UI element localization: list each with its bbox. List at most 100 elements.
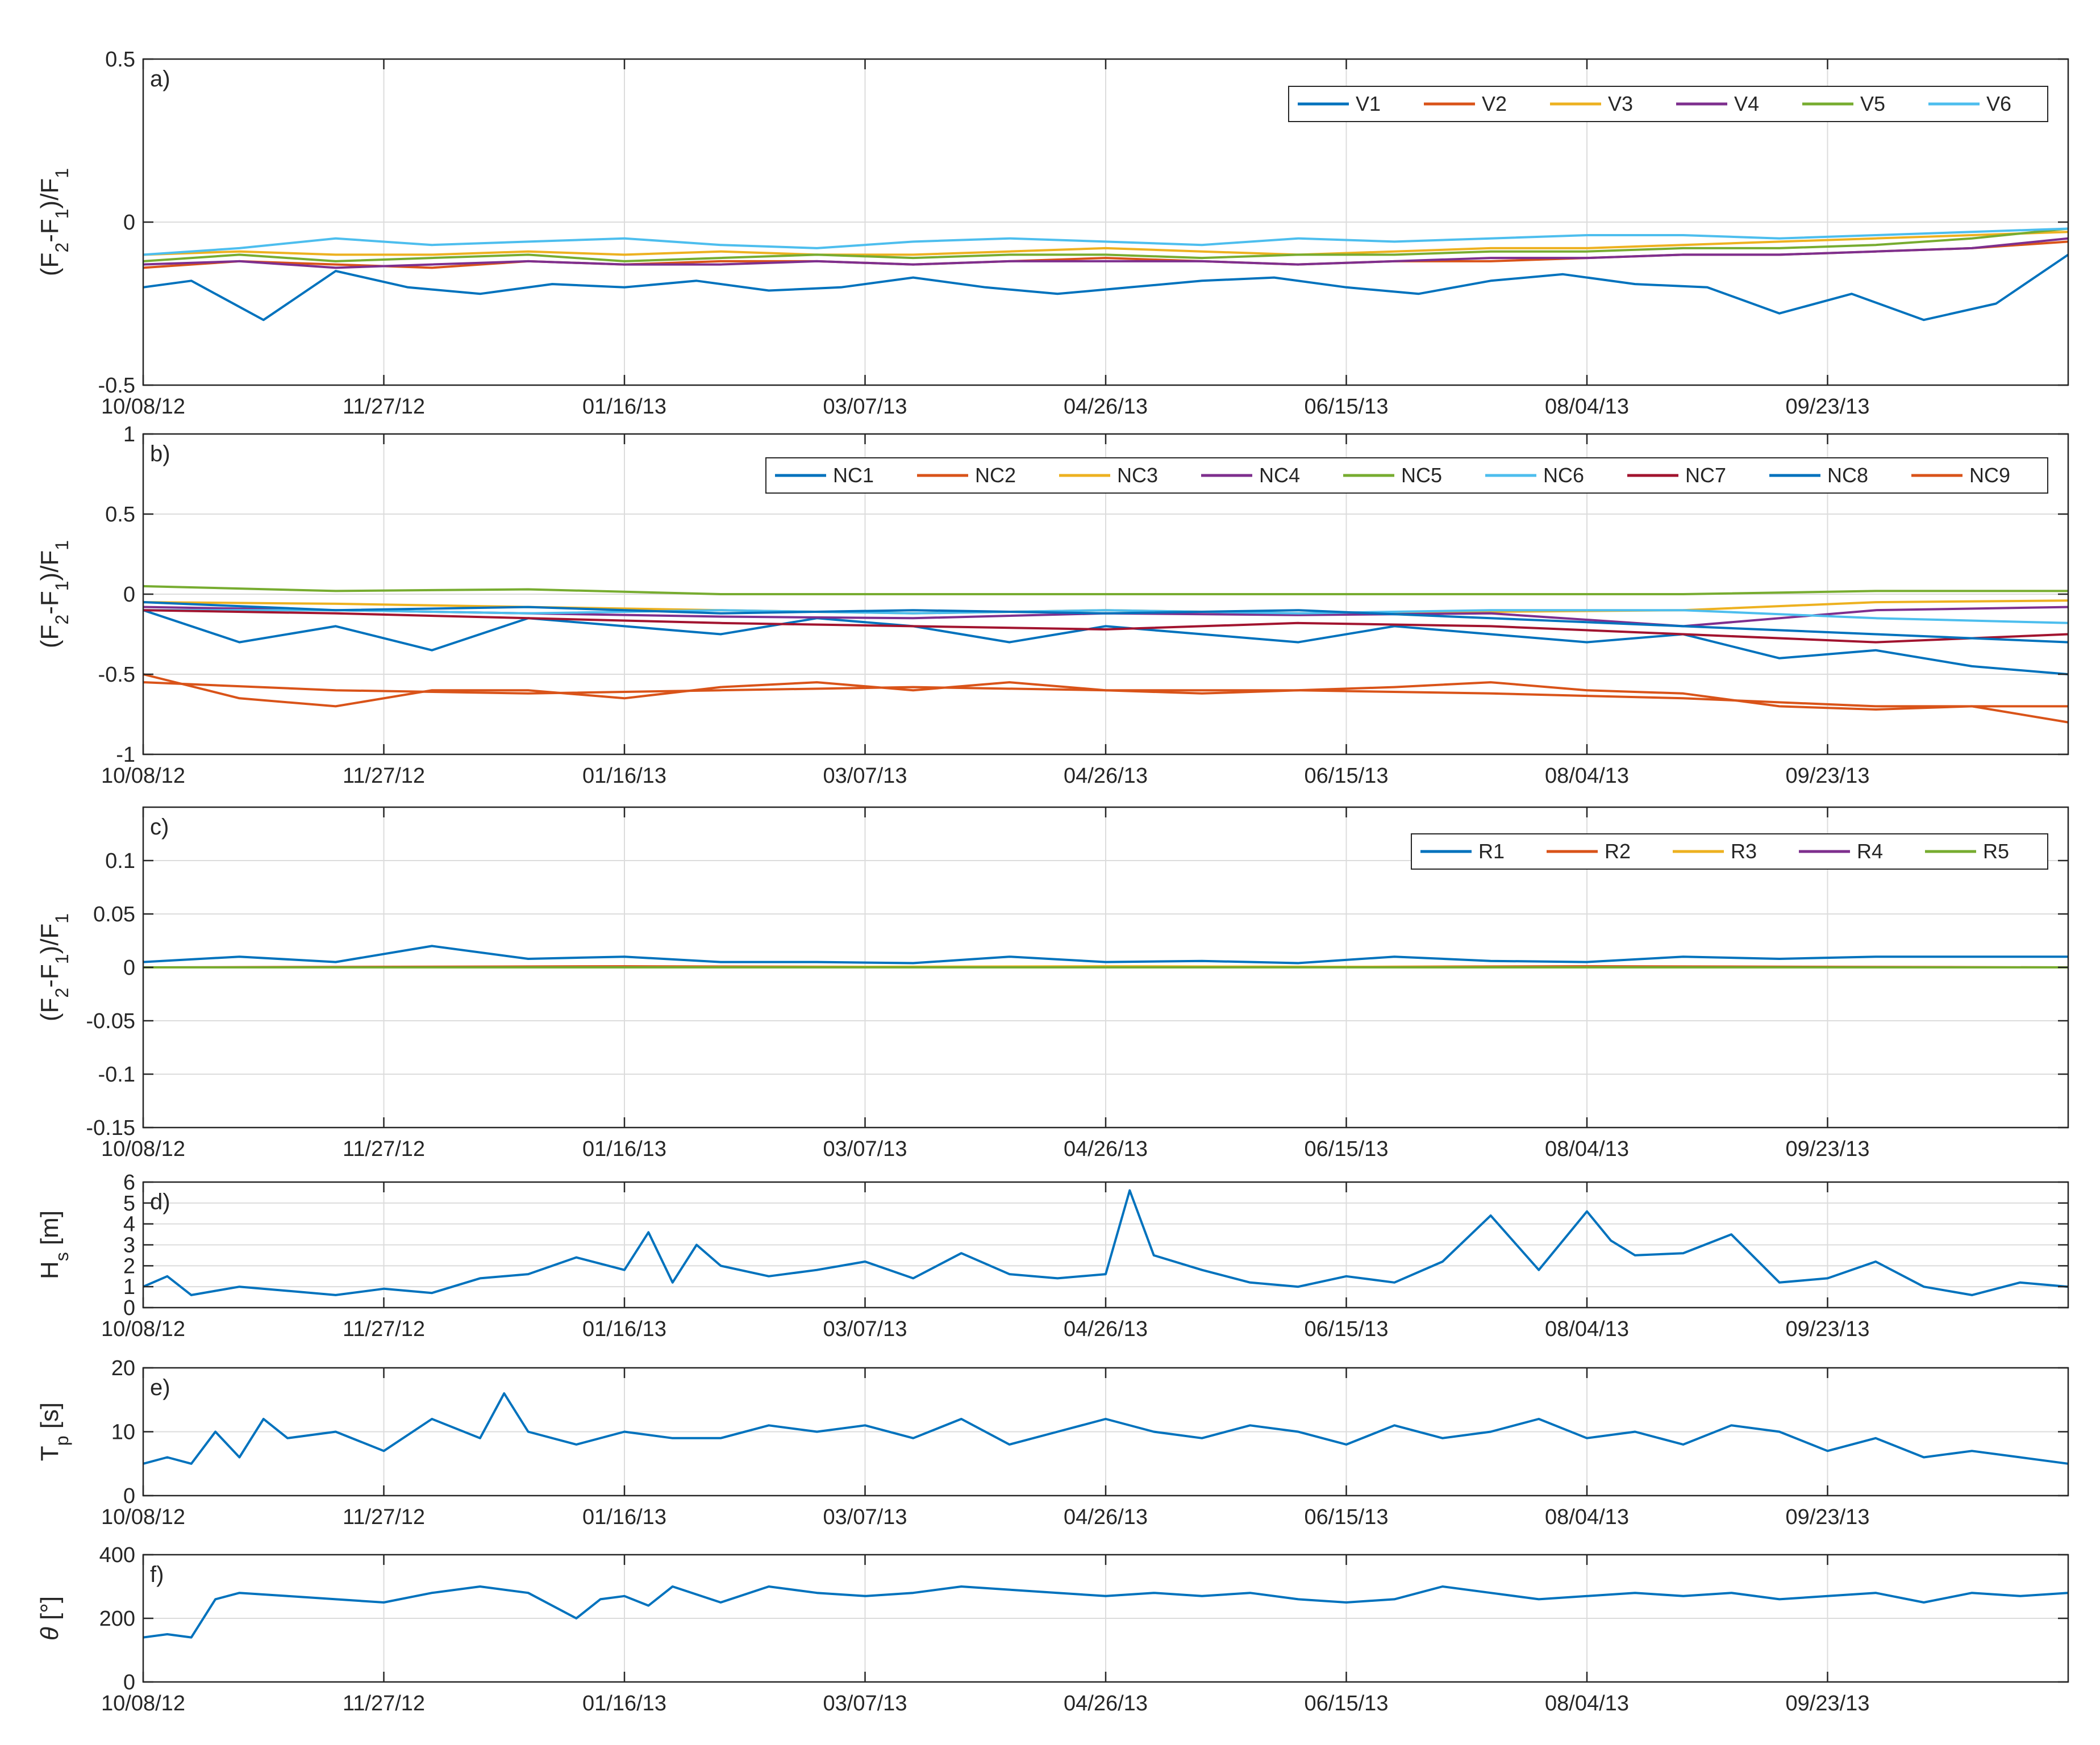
y-tick-label: 5 [123, 1192, 135, 1216]
y-tick-label: 20 [111, 1356, 135, 1380]
legend-entry: V4 [1734, 92, 1759, 115]
x-tick-label: 04/26/13 [1064, 1137, 1148, 1161]
legend-entry: V2 [1482, 92, 1507, 115]
y-tick-label: 0 [123, 1296, 135, 1320]
y-tick-label: 0.5 [105, 503, 135, 527]
legend-entry: NC1 [833, 464, 874, 487]
x-tick-label: 11/27/12 [343, 1137, 425, 1161]
legend-entry: V5 [1860, 92, 1885, 115]
x-tick-label: 06/15/13 [1305, 395, 1389, 419]
legend-entry: NC8 [1827, 464, 1868, 487]
x-tick-label: 10/08/12 [101, 1692, 185, 1715]
x-tick-label: 11/27/12 [343, 1505, 425, 1529]
y-tick-label: 3 [123, 1234, 135, 1258]
x-tick-label: 03/07/13 [823, 764, 907, 788]
legend-entry: NC9 [1969, 464, 2010, 487]
y-axis-label: Hs [m] [36, 1210, 72, 1279]
x-tick-label: 10/08/12 [101, 764, 185, 788]
x-tick-label: 11/27/12 [343, 1317, 425, 1341]
x-tick-label: 09/23/13 [1786, 1505, 1870, 1529]
y-tick-label: 0.05 [93, 903, 135, 926]
panel-a: -0.5 0 0.5 10/08/12 11/27/12 01/16/13 03/07/13… [36, 48, 2069, 419]
y-tick-label: 0 [123, 956, 135, 980]
y-axis-label: Tp [s] [36, 1402, 72, 1461]
legend-entry: V3 [1608, 92, 1633, 115]
x-tick-label: 06/15/13 [1305, 1317, 1389, 1341]
x-tick-label: 08/04/13 [1545, 1137, 1629, 1161]
x-tick-label: 01/16/13 [582, 1137, 666, 1161]
legend-entry: V6 [1986, 92, 2011, 115]
x-tick-label: 03/07/13 [823, 1505, 907, 1529]
y-tick-label: 0 [123, 1484, 135, 1508]
legend-entry: R3 [1731, 840, 1757, 863]
panel-c: -0.15 -0.1 -0.05 0 0.05 0.1 10/08/12 11/27/12 01… [36, 806, 2069, 1161]
legend-entry: R2 [1605, 840, 1631, 863]
series-line-r1 [143, 945, 2068, 965]
series-line-e-0 [143, 1392, 2069, 1465]
y-tick-label: -1 [116, 743, 135, 767]
legend-entry: NC3 [1117, 464, 1158, 487]
legend-entry: R5 [1983, 840, 2009, 863]
x-tick-label: 04/26/13 [1064, 1692, 1148, 1715]
y-tick-label: 1 [123, 1275, 135, 1299]
y-tick-label: 10 [111, 1421, 135, 1445]
x-tick-label: 08/04/13 [1545, 764, 1629, 788]
y-axis-label: (F2-F1)/F1 [36, 540, 72, 648]
panel-label: f) [150, 1562, 164, 1587]
series-line-nc9 [143, 681, 2068, 708]
y-tick-label: -0.5 [98, 374, 135, 398]
x-tick-label: 01/16/13 [582, 1505, 666, 1529]
y-axis-label: (F2-F1)/F1 [36, 168, 72, 276]
x-tick-label: 06/15/13 [1305, 1137, 1389, 1161]
x-tick-label: 04/26/13 [1064, 1317, 1148, 1341]
panel-label: a) [150, 66, 170, 91]
series-line-d-0 [143, 1189, 2069, 1296]
legend-entry: V1 [1356, 92, 1381, 115]
x-tick-label: 11/27/12 [343, 395, 425, 419]
x-tick-label: 01/16/13 [582, 1317, 666, 1341]
y-tick-label: 200 [99, 1607, 135, 1631]
y-tick-label: -0.15 [86, 1116, 135, 1140]
x-tick-label: 09/23/13 [1786, 1137, 1870, 1161]
x-tick-label: 06/15/13 [1305, 1692, 1389, 1715]
x-tick-label: 09/23/13 [1786, 1317, 1870, 1341]
x-tick-label: 08/04/13 [1545, 395, 1629, 419]
x-tick-label: 03/07/13 [823, 395, 907, 419]
y-tick-label: 0.1 [105, 849, 135, 873]
y-tick-label: 6 [123, 1171, 135, 1195]
legend: R1 R2 R3 R4 R5 [1411, 833, 2048, 870]
panel-f: 0 200 400 10/08/12 11/27/12 01/16/13 03/07/13 0… [36, 1543, 2069, 1715]
x-tick-label: 09/23/13 [1786, 395, 1870, 419]
legend-entry: NC6 [1543, 464, 1584, 487]
x-tick-label: 09/23/13 [1786, 1692, 1870, 1715]
x-tick-label: 10/08/12 [101, 395, 185, 419]
panel-label: d) [150, 1189, 170, 1214]
legend-entry: NC5 [1401, 464, 1442, 487]
legend-entry: NC4 [1259, 464, 1300, 487]
y-tick-label: 2 [123, 1254, 135, 1278]
x-tick-label: 03/07/13 [823, 1317, 907, 1341]
x-tick-label: 10/08/12 [101, 1505, 185, 1529]
x-tick-label: 01/16/13 [582, 1692, 666, 1715]
legend: V1 V2 V3 V4 V5 V6 [1288, 86, 2048, 122]
y-tick-label: 0.5 [105, 48, 135, 72]
legend-box [1288, 86, 2048, 122]
x-tick-label: 08/04/13 [1545, 1505, 1629, 1529]
x-tick-label: 11/27/12 [343, 1692, 425, 1715]
legend-box [765, 457, 2048, 494]
y-tick-label: 0 [123, 211, 135, 235]
y-tick-label: 4 [123, 1213, 135, 1237]
series-line-f-0 [143, 1585, 2069, 1639]
panel-label: c) [150, 815, 169, 840]
x-tick-label: 04/26/13 [1064, 395, 1148, 419]
series-line-v1 [143, 253, 2069, 322]
x-tick-label: 03/07/13 [823, 1137, 907, 1161]
x-tick-label: 08/04/13 [1545, 1317, 1629, 1341]
x-tick-label: 03/07/13 [823, 1692, 907, 1715]
x-tick-label: 01/16/13 [582, 764, 666, 788]
y-tick-label: -0.05 [86, 1009, 135, 1033]
x-tick-label: 11/27/12 [343, 764, 425, 788]
series-line-v3 [143, 231, 2069, 256]
